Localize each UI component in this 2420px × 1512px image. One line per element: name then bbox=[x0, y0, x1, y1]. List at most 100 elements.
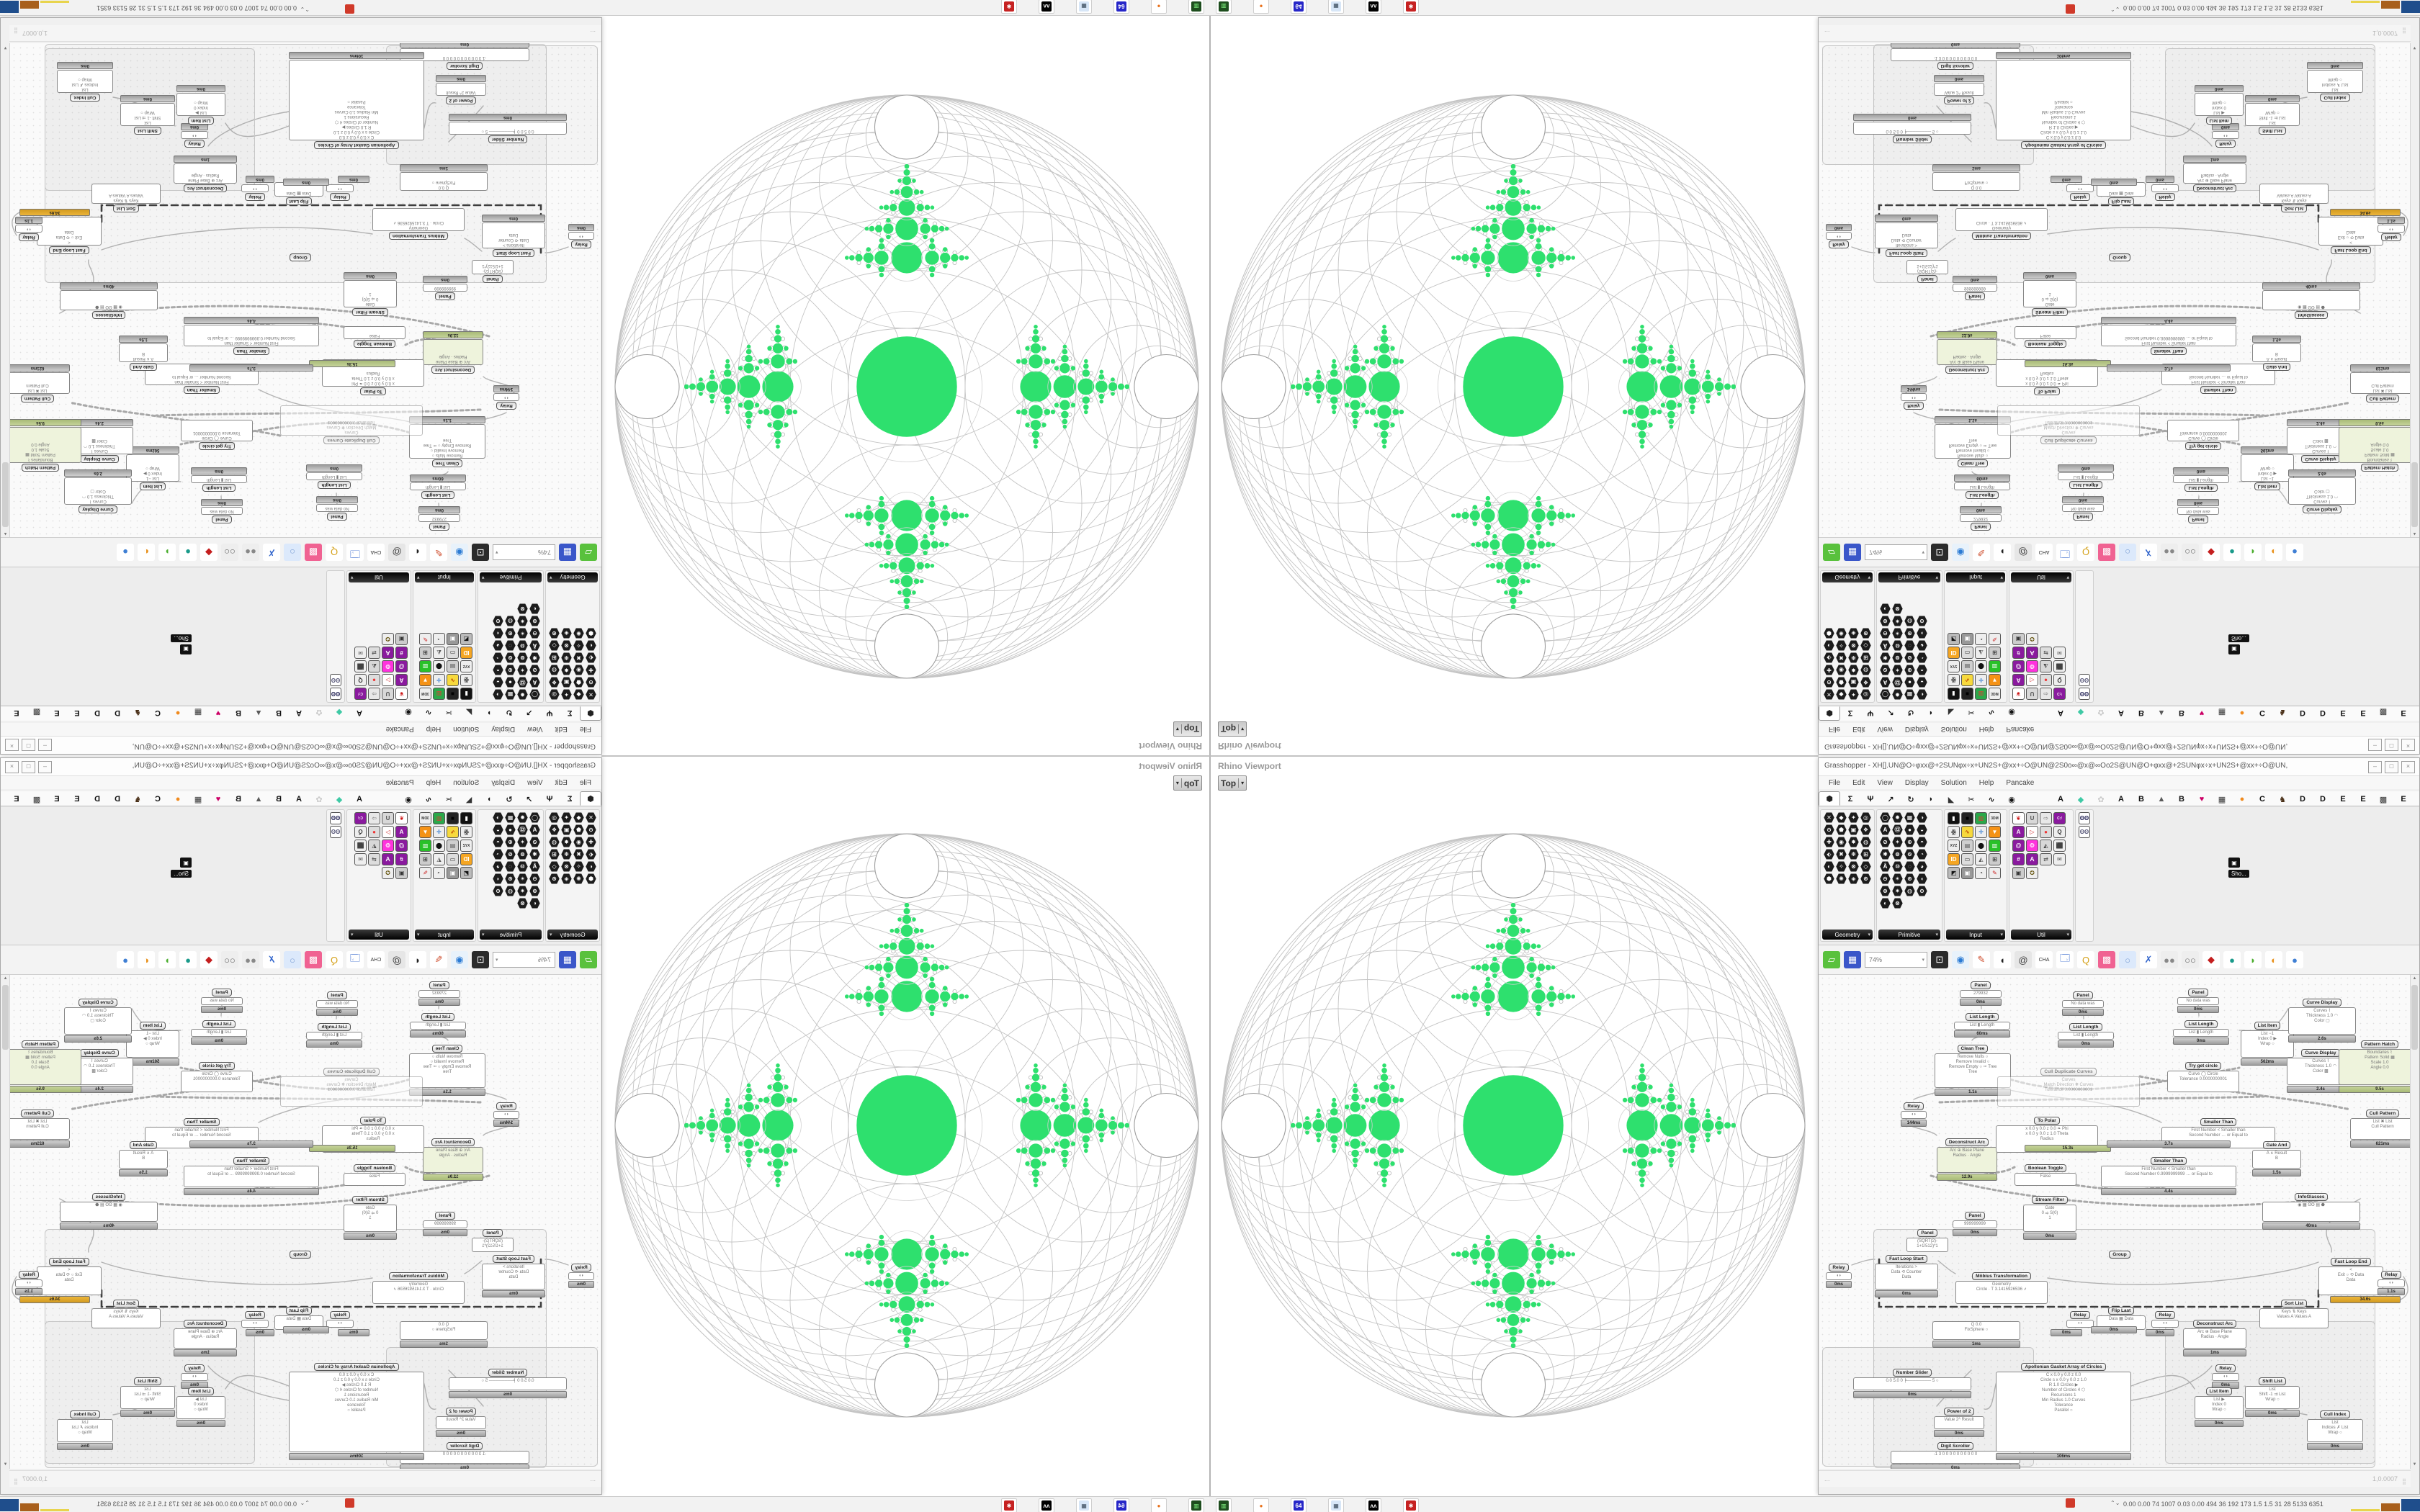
gh-node-gate-and[interactable]: Gate And A ∧ Result B 1.5s bbox=[119, 1137, 168, 1176]
gh-node-panel[interactable]: Panel No data was 0ms bbox=[2177, 499, 2219, 528]
firefox-icon[interactable]: ● bbox=[1253, 1498, 1269, 1512]
gh-node-list-length[interactable]: List Length List ▮ Length 0ms bbox=[2173, 467, 2229, 496]
component-icon[interactable]: ▤ bbox=[447, 660, 459, 672]
component-icon[interactable]: ⊗ bbox=[1892, 898, 1903, 909]
tab-plugin-12[interactable]: D bbox=[115, 795, 120, 804]
gh-node-m-bius-transformation[interactable]: Möbius Transformation Geometry Circle · T… bbox=[1955, 1268, 2048, 1304]
component-icon[interactable]: ⊙ bbox=[1917, 886, 1927, 896]
gh-node[interactable]: 0ms bbox=[2146, 1328, 2174, 1336]
group-label-primitive[interactable]: Primitive ▾ bbox=[1878, 930, 1940, 940]
component-icon[interactable]: ▷ bbox=[2026, 674, 2038, 686]
tab-plugin-3[interactable]: A bbox=[2118, 795, 2124, 804]
grasshopper-titlebar[interactable]: Grasshopper - XH[].UN@O÷φxx@+2SUNφx÷x+UN… bbox=[1819, 758, 2419, 776]
component-icon[interactable]: ◓ bbox=[493, 837, 503, 847]
gh-node[interactable]: 15.3s bbox=[309, 360, 395, 368]
component-icon[interactable]: ▭ bbox=[447, 853, 459, 865]
component-icon[interactable]: ● bbox=[368, 674, 380, 686]
tab-plugin-14[interactable]: E bbox=[74, 795, 80, 804]
gh-node-relay[interactable]: Relay ◖◗ bbox=[326, 1307, 354, 1328]
canvas-scrollbar[interactable]: ▲ ▼ bbox=[1, 975, 10, 1469]
gh-node-relay[interactable]: Relay ◖◗ bbox=[241, 1307, 269, 1328]
component-icon[interactable]: ◍ bbox=[1860, 837, 1871, 847]
gh-canvas[interactable]: Panel 279932 0ms List Length List ▮ Length 60… bbox=[10, 43, 601, 537]
tab-icon-7[interactable]: ✂ bbox=[445, 795, 452, 804]
component-icon[interactable]: ◐ bbox=[1824, 640, 1834, 651]
firefox-icon[interactable]: ● bbox=[1151, 1498, 1167, 1512]
preview-eye-icon[interactable]: ◉ bbox=[1952, 544, 1969, 561]
gh-node[interactable]: 0ms bbox=[2051, 176, 2082, 184]
component-icon[interactable]: ◔ bbox=[433, 633, 445, 645]
remote-panel-icon[interactable]: @ bbox=[2015, 544, 2032, 561]
tab-icon-0[interactable]: ⬢ bbox=[1819, 791, 1840, 806]
gh-node-relay[interactable]: Relay ◖◗ 144ms bbox=[493, 385, 519, 414]
component-icon[interactable]: ✸ bbox=[1848, 837, 1859, 847]
firefox-icon[interactable]: ● bbox=[1151, 0, 1167, 14]
component-icon[interactable]: ◖ bbox=[1917, 628, 1927, 639]
close-button[interactable]: × bbox=[2401, 739, 2415, 751]
tab-plugin-13[interactable]: D bbox=[94, 708, 100, 717]
component-icon[interactable]: ▥ bbox=[433, 688, 445, 700]
component-icon[interactable]: U bbox=[382, 812, 394, 824]
component-icon[interactable]: C:/ bbox=[354, 688, 367, 700]
tab-plugin-4[interactable]: B bbox=[276, 795, 282, 804]
component-icon[interactable]: C:/ bbox=[2053, 688, 2066, 700]
window-icon[interactable]: 🗔 bbox=[346, 544, 364, 561]
component-icon[interactable]: ✦ bbox=[1848, 812, 1859, 823]
tab-plugin-6[interactable]: B bbox=[236, 708, 241, 717]
component-icon[interactable]: ● bbox=[505, 824, 516, 835]
menu-item-pancake[interactable]: Pancake bbox=[385, 725, 414, 734]
gh-node-pattern-hatch[interactable]: Pattern Hatch Boundaries ⌇ Pattern Solid … bbox=[2339, 1036, 2410, 1093]
gh-node-cull-index[interactable]: Cull Index List Indices ✗ List Wrap ○ 0ms bbox=[57, 62, 113, 106]
stats-toggle-icon[interactable]: ⌃⌄ bbox=[2110, 1500, 2120, 1506]
menu-item-edit[interactable]: Edit bbox=[1852, 778, 1865, 787]
component-icon[interactable]: ❂ bbox=[2026, 840, 2038, 852]
ball-blue-icon[interactable]: ● bbox=[117, 544, 134, 561]
component-icon[interactable]: ● bbox=[505, 677, 516, 688]
window-icon[interactable]: 🗔 bbox=[2056, 544, 2074, 561]
component-icon[interactable]: ✎ bbox=[419, 867, 431, 879]
save-file-icon[interactable]: ▦ bbox=[1844, 951, 1861, 968]
tab-icon-8[interactable]: ∿ bbox=[425, 795, 432, 804]
component-icon[interactable]: ⊜ bbox=[1892, 652, 1903, 663]
tab-icon-1[interactable]: Σ bbox=[1847, 795, 1853, 804]
zoom-extents-icon[interactable]: ⊡ bbox=[1931, 951, 1948, 968]
canvas-scrollbar[interactable]: ▲ ▼ bbox=[2410, 43, 2419, 537]
tab-plugin-4[interactable]: B bbox=[2138, 795, 2144, 804]
maximize-button[interactable]: □ bbox=[22, 761, 35, 773]
balloon-icon[interactable]: ○ bbox=[2119, 951, 2136, 968]
component-icon[interactable]: ▼ bbox=[419, 674, 431, 686]
tab-plugin-16[interactable]: ▩ bbox=[2379, 708, 2388, 717]
tab-icon-9[interactable]: ◉ bbox=[405, 795, 412, 804]
gh-node-cull-duplicate-curves[interactable]: Cull Duplicate Curves Curves Match Direct… bbox=[1997, 1063, 2140, 1107]
gh-node[interactable]: 0ms bbox=[338, 176, 369, 184]
component-icon[interactable]: ◆ bbox=[1836, 812, 1847, 823]
menu-item-edit[interactable]: Edit bbox=[1852, 725, 1865, 734]
component-icon[interactable]: ✧ bbox=[573, 861, 584, 872]
component-icon[interactable]: ⊞ bbox=[419, 853, 431, 865]
component-icon[interactable]: ✱ bbox=[1880, 652, 1891, 663]
gh-node-list-item[interactable]: List Item List ▶ Index 0 Wrap ○ 0ms bbox=[2195, 85, 2244, 129]
gh-node-number-slider[interactable]: Number Slider 0.0 5.0 0 ┝──────── 5 ○ 0ms bbox=[1853, 114, 1971, 148]
group-label-util[interactable]: Util ▾ bbox=[349, 930, 409, 940]
gh-node-curve-display[interactable]: Curve Display Curves ⌇ Thickness 1.0 ◠ Co… bbox=[64, 469, 132, 518]
component-icon[interactable]: ⊞ bbox=[1989, 853, 2001, 865]
gh-node[interactable]: Q 0.0 FixSphere ○ 1ms bbox=[400, 164, 488, 191]
component-icon[interactable]: ⑫ bbox=[517, 824, 528, 835]
gh-node-deconstruct-arc[interactable]: Deconstruct Arc Arc ⊕ Base Plane Radius ·… bbox=[174, 156, 237, 197]
component-icon[interactable]: ✚ bbox=[586, 837, 596, 847]
component-icon[interactable]: Q bbox=[2053, 826, 2066, 838]
component-icon[interactable]: ✚ bbox=[1824, 665, 1834, 675]
gh-node-relay[interactable]: Relay ◖◗ bbox=[2066, 184, 2094, 205]
calculator-icon[interactable]: ▦ bbox=[1328, 1498, 1344, 1512]
find-icon[interactable]: Q bbox=[2077, 544, 2094, 561]
gh-node-cull-index[interactable]: Cull Index List Indices ✗ List Wrap ○ 0ms bbox=[2307, 1406, 2363, 1450]
ball-teal-icon[interactable]: ● bbox=[179, 544, 197, 561]
gh-node-curve-display[interactable]: Curve Display Curves ⌇ Thickness 1.0 ◠ Co… bbox=[2288, 469, 2356, 518]
component-icon[interactable]: ⊙ bbox=[1824, 824, 1834, 835]
component-icon[interactable]: XYZ bbox=[1948, 840, 1960, 852]
gh-node-infoglasses[interactable]: InfoGlasses ◉ ▦ ʘʘ ▤ ⬟ 40ms bbox=[2262, 282, 2360, 323]
component-icon[interactable]: ▥ bbox=[1989, 840, 2001, 852]
component-icon[interactable]: ⊛ bbox=[505, 873, 516, 884]
menu-item-file[interactable]: File bbox=[579, 778, 591, 787]
component-icon[interactable]: ⊚ bbox=[1904, 849, 1915, 860]
